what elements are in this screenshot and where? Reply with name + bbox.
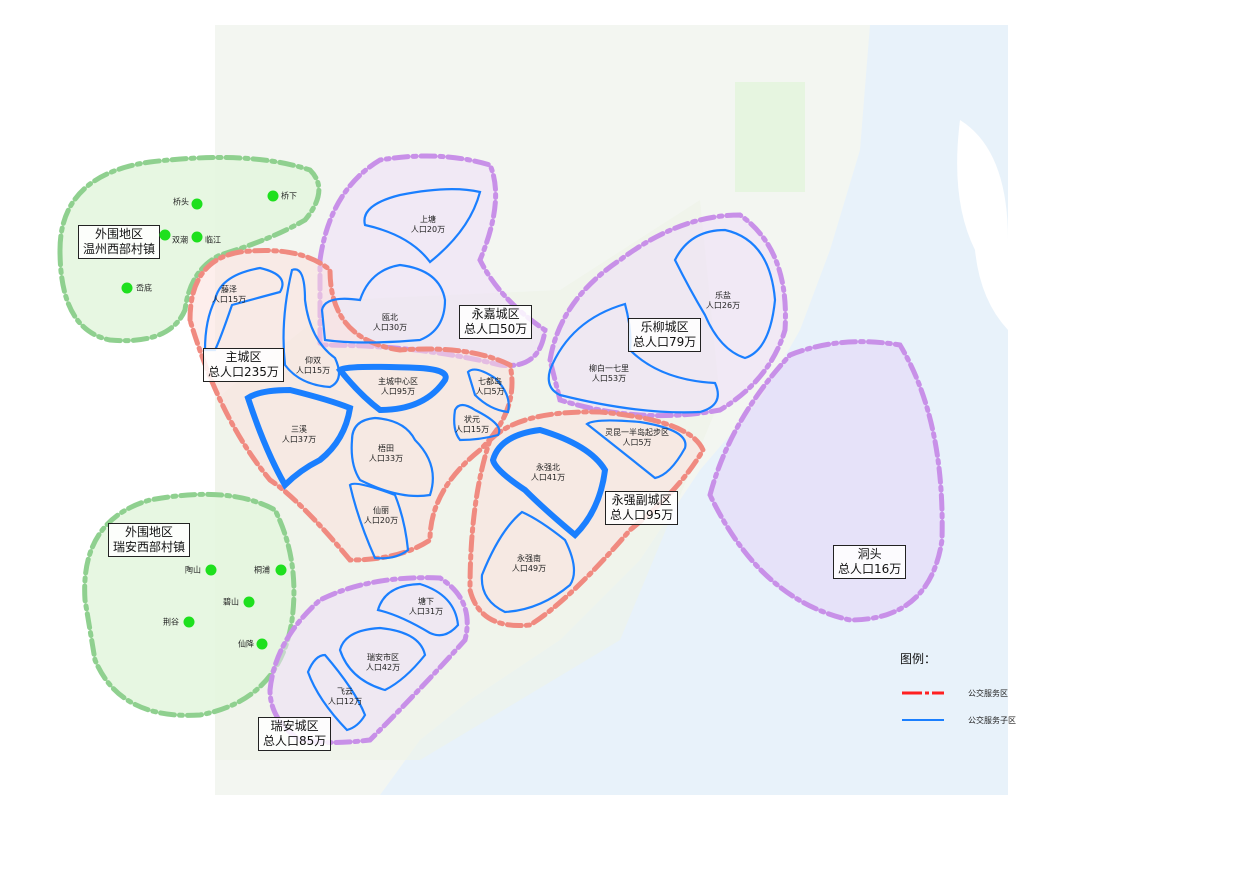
subzone-sanxi (244, 386, 354, 490)
village-dot (267, 190, 279, 202)
subzone-label: 永强南 人口49万 (511, 554, 547, 573)
village-dot (191, 198, 203, 210)
subzone-liubai (547, 302, 719, 414)
village-label: 岙底 (136, 283, 152, 293)
village-dot (205, 564, 217, 576)
legend-title: 图例： (900, 652, 937, 666)
subzone-label: 仰双 人口15万 (295, 356, 331, 375)
zone-name: 主城区 (225, 350, 262, 364)
village-dot (159, 229, 171, 241)
subzone-label: 三溪 人口37万 (281, 425, 317, 444)
village-label: 双潮 (172, 235, 188, 245)
subzone-label: 飞云 人口12万 (327, 687, 363, 706)
subzone-zhuangyuan (453, 403, 501, 442)
subzone-feiyun (306, 653, 367, 732)
subzone-label: 藤泽 人口15万 (211, 285, 247, 304)
zone-label-dongtou: 洞头 总人口16万 (833, 545, 907, 579)
village-label: 桥下 (281, 191, 297, 201)
subzone-label: 上塘 人口20万 (410, 215, 446, 234)
zone-label-ruian-west: 外围地区 瑞安西部村镇 (108, 523, 191, 557)
zone-name: 外围地区 (125, 525, 174, 539)
subzone-label: 梧田 人口33万 (368, 444, 404, 463)
zone-name: 瑞安城区 (270, 719, 319, 733)
village-label: 陶山 (185, 565, 201, 575)
sub-zones (203, 188, 777, 732)
subzone-tangxia (376, 582, 460, 637)
subzone-center (335, 363, 449, 414)
zone-population: 总人口16万 (838, 562, 902, 576)
subzone-yangshuang (282, 268, 341, 389)
legend-label-sub-zone: 公交服务子区 (968, 716, 1016, 725)
subzone-tengze (203, 266, 284, 352)
zone-population: 总人口50万 (464, 322, 528, 336)
village-label: 桐浦 (254, 565, 270, 575)
subzone-lingkun (585, 419, 687, 480)
zone-label-yongjia: 永嘉城区 总人口50万 (459, 305, 533, 339)
village-label: 碧山 (223, 597, 239, 607)
village-dot (121, 282, 133, 294)
legend-symbols (902, 691, 944, 721)
village-dot (256, 638, 268, 650)
zone-population: 总人口79万 (633, 335, 697, 349)
village-dot (191, 231, 203, 243)
zone-label-yongqiang: 永强副城区 总人口95万 (605, 491, 679, 525)
subzone-label: 状元 人口15万 (454, 415, 490, 434)
subzone-yongqiang-south (480, 510, 576, 614)
village-label: 仙降 (238, 639, 254, 649)
zone-name: 乐柳城区 (640, 320, 689, 334)
zone-population: 总人口95万 (610, 508, 674, 522)
zone-label-leliu: 乐柳城区 总人口79万 (628, 318, 702, 352)
zone-population: 总人口235万 (208, 365, 279, 379)
zone-label-main: 主城区 总人口235万 (203, 348, 284, 382)
subzone-yongqiang-north (489, 426, 609, 540)
zone-wenzhou-west (57, 155, 322, 344)
subzone-label: 乐盐 人口26万 (705, 291, 741, 310)
village-label: 桥头 (173, 197, 189, 207)
zone-name: 永嘉城区 (471, 307, 520, 321)
subzone-label: 瑞安市区 人口42万 (365, 653, 401, 672)
subzone-label: 柳白一七里 人口53万 (589, 364, 629, 383)
zone-desc: 温州西部村镇 (83, 242, 156, 256)
village-dot (243, 596, 255, 608)
subzone-xianli (348, 482, 410, 560)
subzone-label: 七都岛 人口5万 (475, 377, 505, 396)
zone-label-ruian: 瑞安城区 总人口85万 (258, 717, 332, 751)
zone-name: 洞头 (857, 547, 882, 561)
subzone-label: 仙丽 人口20万 (363, 506, 399, 525)
subzone-oubei (320, 263, 447, 344)
village-label: 临江 (205, 235, 221, 245)
subzone-qiduo (466, 368, 510, 414)
subzone-label: 主城中心区 人口95万 (378, 377, 418, 396)
zone-name: 永强副城区 (611, 493, 672, 507)
zone-name: 外围地区 (95, 227, 144, 241)
subzone-ruian-city (338, 626, 427, 692)
village-label: 荆谷 (163, 617, 179, 627)
zone-desc: 瑞安西部村镇 (113, 540, 186, 554)
subzone-label: 塘下 人口31万 (408, 597, 444, 616)
subzone-leyan (673, 228, 777, 360)
subzone-label: 永强北 人口41万 (530, 463, 566, 482)
zone-population: 总人口85万 (263, 734, 327, 748)
subzone-label: 灵昆一半岛起步区 人口5万 (605, 428, 669, 447)
zone-leliu (547, 212, 788, 419)
legend-label-service-zone: 公交服务区 (968, 689, 1008, 698)
village-dot (275, 564, 287, 576)
subzone-label: 瓯北 人口30万 (372, 313, 408, 332)
village-dot (183, 616, 195, 628)
subzone-shangtang (363, 188, 482, 264)
map-inset-area (735, 82, 805, 192)
zone-label-wenzhou-west: 外围地区 温州西部村镇 (78, 225, 161, 259)
island (957, 120, 1008, 330)
subzone-wutian (350, 416, 434, 498)
